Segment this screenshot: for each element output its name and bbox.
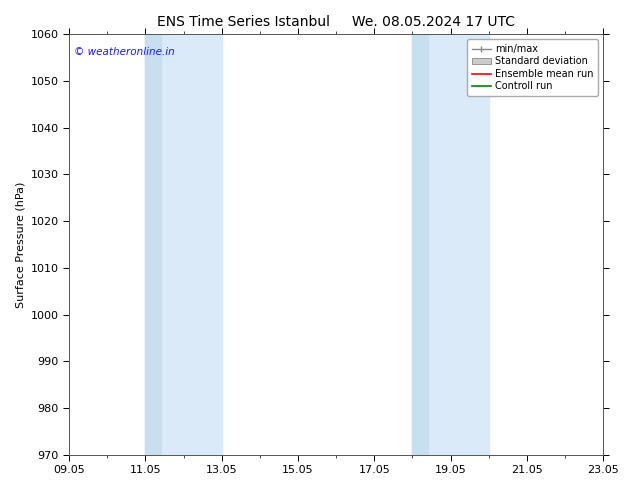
Title: ENS Time Series Istanbul     We. 08.05.2024 17 UTC: ENS Time Series Istanbul We. 08.05.2024 …	[157, 15, 515, 29]
Y-axis label: Surface Pressure (hPa): Surface Pressure (hPa)	[15, 181, 25, 308]
Bar	[145, 34, 222, 455]
Bar	[145, 34, 160, 455]
Legend: min/max, Standard deviation, Ensemble mean run, Controll run: min/max, Standard deviation, Ensemble me…	[467, 39, 598, 96]
Bar	[412, 34, 489, 455]
Text: © weatheronline.in: © weatheronline.in	[74, 47, 175, 57]
Bar	[412, 34, 428, 455]
